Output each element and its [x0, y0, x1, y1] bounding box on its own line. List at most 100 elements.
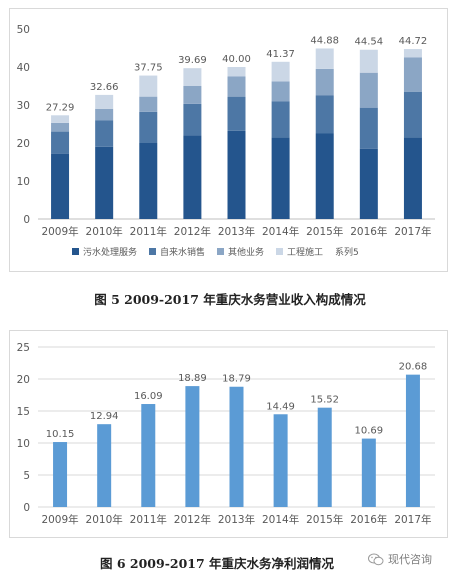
y-tick-label: 30	[17, 100, 30, 112]
value-label: 10.15	[46, 429, 75, 440]
bar-segment	[227, 96, 246, 131]
x-tick-label: 2016年	[350, 513, 387, 526]
total-label: 37.75	[134, 63, 163, 74]
x-tick-label: 2011年	[130, 513, 167, 526]
y-tick-label: 20	[17, 374, 30, 386]
bar	[185, 386, 200, 507]
y-tick-label: 40	[17, 62, 30, 74]
x-tick-label: 2015年	[306, 513, 343, 526]
bar	[141, 404, 156, 507]
legend-label: 自来水销售	[160, 246, 205, 258]
bar-segment	[271, 61, 290, 82]
bar-segment	[183, 68, 202, 86]
bar-segment	[359, 72, 378, 108]
legend-label: 系列5	[335, 246, 359, 258]
bar-segment	[271, 101, 290, 138]
y-tick-label: 0	[23, 502, 30, 514]
bar-segment	[183, 135, 202, 219]
y-tick-label: 10	[17, 176, 30, 188]
value-label: 10.69	[355, 426, 384, 437]
total-label: 44.88	[310, 35, 339, 46]
legend-label: 工程施工	[287, 246, 323, 258]
bar	[405, 374, 420, 507]
y-tick-label: 0	[23, 214, 30, 226]
bar	[361, 438, 376, 507]
y-tick-label: 10	[17, 438, 30, 450]
bar-segment	[51, 122, 70, 132]
x-tick-label: 2009年	[41, 225, 78, 238]
value-label: 16.09	[134, 391, 163, 402]
bar-segment	[271, 137, 290, 219]
x-tick-label: 2011年	[130, 225, 167, 238]
x-tick-label: 2009年	[41, 513, 78, 526]
bar-segment	[139, 111, 158, 143]
bar-segment	[95, 120, 114, 147]
total-label: 39.69	[178, 55, 207, 66]
y-tick-label: 15	[17, 406, 30, 418]
watermark-text: 现代咨询	[388, 553, 432, 566]
x-tick-label: 2012年	[174, 225, 211, 238]
x-tick-label: 2017年	[394, 225, 431, 238]
revenue-chart: 0 10 20 30 40 50 27.29 2009年 32.66 2010年 37.75 2011…	[17, 24, 435, 258]
legend-swatch	[276, 248, 283, 255]
bar-segment	[227, 67, 246, 77]
y-tick-label: 25	[17, 342, 30, 354]
total-label: 40.00	[222, 54, 251, 65]
bar-segment	[51, 115, 70, 123]
legend-swatch	[149, 248, 156, 255]
revenue-chart-caption: 图 5 2009-2017 年重庆水务营业收入构成情况	[94, 292, 366, 307]
bar	[53, 442, 68, 507]
total-label: 32.66	[90, 82, 119, 93]
bar-segment	[95, 94, 114, 109]
value-label: 14.49	[266, 401, 295, 412]
y-tick-label: 20	[17, 138, 30, 150]
x-tick-label: 2014年	[262, 225, 299, 238]
legend-swatch	[72, 248, 79, 255]
x-tick-label: 2015年	[306, 225, 343, 238]
bar-segment	[95, 108, 114, 121]
value-label: 12.94	[90, 411, 119, 422]
bar	[229, 386, 244, 507]
value-label: 20.68	[399, 362, 428, 373]
bar-segment	[403, 91, 422, 138]
total-label: 44.54	[355, 37, 384, 48]
value-label: 18.79	[222, 374, 251, 385]
bar-segment	[227, 130, 246, 219]
legend-label: 其他业务	[228, 246, 264, 258]
x-tick-label: 2012年	[174, 513, 211, 526]
bar-segment	[315, 48, 334, 69]
bar-segment	[51, 153, 70, 219]
bar-segment	[139, 75, 158, 97]
revenue-chart-panel: 0 10 20 30 40 50 27.29 2009年 32.66 2010年 37.75 2011…	[9, 8, 448, 272]
x-tick-label: 2016年	[350, 225, 387, 238]
bar-segment	[315, 68, 334, 96]
total-label: 27.29	[46, 102, 75, 113]
bar-segment	[95, 146, 114, 219]
legend-label: 污水处理服务	[83, 246, 137, 258]
wechat-icon	[368, 553, 384, 565]
bar-segment	[183, 103, 202, 136]
bar-segment	[139, 96, 158, 112]
bar-segment	[315, 133, 334, 219]
y-tick-label: 5	[23, 470, 30, 482]
bar-segment	[139, 143, 158, 219]
x-tick-label: 2010年	[86, 513, 123, 526]
bar	[97, 424, 112, 507]
bar-segment	[227, 76, 246, 97]
watermark: 现代咨询	[368, 551, 432, 567]
value-label: 15.52	[310, 395, 339, 406]
legend-swatch	[217, 248, 224, 255]
profit-chart-panel: 0 5 10 15 20 25 10.15 2009年 12.94 2010年 16.09 2011年…	[9, 330, 448, 538]
bar-segment	[403, 137, 422, 219]
bar	[273, 414, 288, 507]
x-tick-label: 2014年	[262, 513, 299, 526]
bar-segment	[315, 95, 334, 134]
bar-segment	[359, 107, 378, 149]
bar-segment	[359, 148, 378, 219]
x-tick-label: 2017年	[394, 513, 431, 526]
bar-segment	[271, 81, 290, 102]
value-label: 18.89	[178, 373, 207, 384]
bar-segment	[403, 49, 422, 58]
total-label: 41.37	[266, 49, 295, 60]
bar-segment	[183, 86, 202, 104]
